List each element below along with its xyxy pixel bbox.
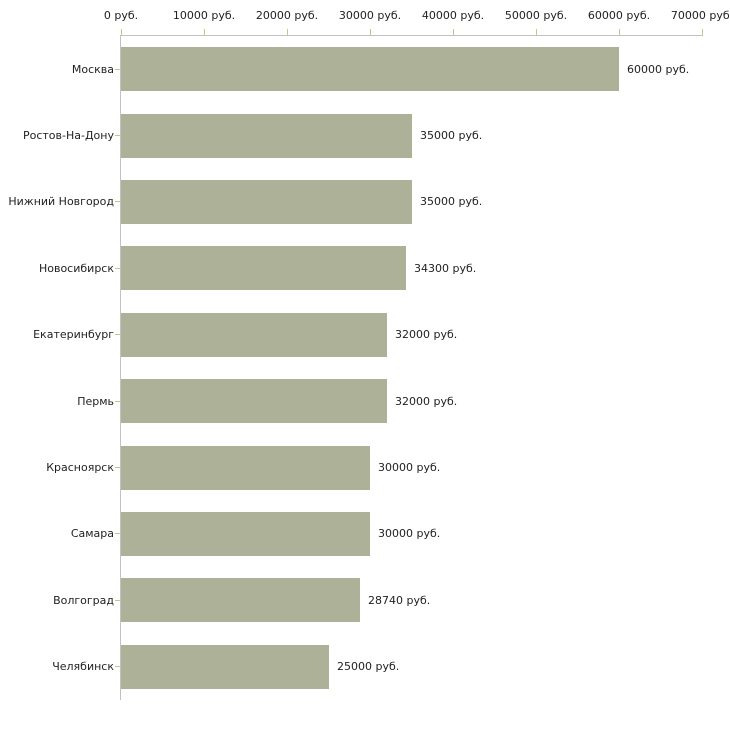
value-label: 32000 руб. bbox=[395, 394, 458, 408]
bar-row: Волгоград 28740 руб. bbox=[0, 567, 730, 633]
bar-row: Красноярск 30000 руб. bbox=[0, 434, 730, 500]
category-tick-mark bbox=[115, 467, 120, 469]
bar bbox=[121, 511, 370, 556]
value-label: 35000 руб. bbox=[420, 195, 483, 209]
x-axis-line bbox=[121, 35, 703, 36]
value-label: 60000 руб. bbox=[627, 62, 690, 76]
value-label: 32000 руб. bbox=[395, 328, 458, 342]
category-label: Ростов-На-Дону bbox=[22, 129, 114, 143]
x-axis-tick-label: 40000 руб. bbox=[421, 9, 485, 22]
x-axis-tick-label: 30000 руб. bbox=[338, 9, 402, 22]
category-tick-mark bbox=[115, 68, 120, 70]
category-tick-mark bbox=[115, 599, 120, 601]
bar bbox=[121, 578, 360, 623]
x-axis-tick-mark bbox=[287, 29, 288, 36]
value-label: 30000 руб. bbox=[378, 527, 441, 541]
x-axis-tick-mark bbox=[619, 29, 620, 36]
category-tick-mark bbox=[115, 135, 120, 137]
x-axis-tick-label: 10000 руб. bbox=[172, 9, 236, 22]
bar-row: Москва 60000 руб. bbox=[0, 36, 730, 102]
category-label: Пермь bbox=[77, 394, 114, 408]
value-label: 30000 руб. bbox=[378, 461, 441, 475]
bar bbox=[121, 113, 412, 158]
x-axis-tick-mark bbox=[121, 29, 122, 36]
bar-row: Екатеринбург 32000 руб. bbox=[0, 302, 730, 368]
category-label: Москва bbox=[71, 62, 114, 76]
value-label: 35000 руб. bbox=[420, 129, 483, 143]
x-axis-tick-mark bbox=[536, 29, 537, 36]
category-label: Нижний Новгород bbox=[8, 195, 114, 209]
x-axis-tick-mark bbox=[370, 29, 371, 36]
category-label: Екатеринбург bbox=[33, 328, 114, 342]
category-label: Волгоград bbox=[53, 593, 114, 607]
value-label: 28740 руб. bbox=[368, 593, 431, 607]
x-axis-tick-label: 50000 руб. bbox=[504, 9, 568, 22]
bar-row: Пермь 32000 руб. bbox=[0, 368, 730, 434]
x-axis-tick-mark bbox=[702, 29, 703, 36]
category-tick-mark bbox=[115, 400, 120, 402]
bar bbox=[121, 47, 619, 92]
bar bbox=[121, 312, 387, 357]
x-axis-tick-label: 70000 руб. bbox=[670, 9, 730, 22]
category-label: Челябинск bbox=[52, 660, 114, 674]
bar-row: Новосибирск 34300 руб. bbox=[0, 235, 730, 301]
category-label: Самара bbox=[70, 527, 114, 541]
x-axis-tick-label: 20000 руб. bbox=[255, 9, 319, 22]
x-axis-tick-label: 0 руб. bbox=[103, 9, 139, 22]
category-tick-mark bbox=[115, 267, 120, 269]
category-label: Красноярск bbox=[46, 461, 114, 475]
bar-row: Нижний Новгород 35000 руб. bbox=[0, 169, 730, 235]
value-label: 25000 руб. bbox=[337, 660, 400, 674]
bar-rows: Москва 60000 руб. Ростов-На-Дону 35000 руб.… bbox=[0, 36, 730, 700]
category-tick-mark bbox=[115, 666, 120, 668]
category-tick-mark bbox=[115, 201, 120, 203]
bar bbox=[121, 644, 329, 689]
y-axis-line bbox=[120, 35, 121, 700]
x-axis-tick-mark bbox=[204, 29, 205, 36]
bar bbox=[121, 379, 387, 424]
bar bbox=[121, 246, 406, 291]
category-label: Новосибирск bbox=[38, 261, 114, 275]
x-axis-tick-mark bbox=[453, 29, 454, 36]
bar bbox=[121, 179, 412, 224]
bar-row: Ростов-На-Дону 35000 руб. bbox=[0, 102, 730, 168]
bar bbox=[121, 445, 370, 490]
value-label: 34300 руб. bbox=[414, 261, 477, 275]
category-tick-mark bbox=[115, 334, 120, 336]
category-tick-mark bbox=[115, 533, 120, 535]
bar-row: Челябинск 25000 руб. bbox=[0, 634, 730, 700]
x-axis-tick-label: 60000 руб. bbox=[587, 9, 651, 22]
bar-row: Самара 30000 руб. bbox=[0, 501, 730, 567]
